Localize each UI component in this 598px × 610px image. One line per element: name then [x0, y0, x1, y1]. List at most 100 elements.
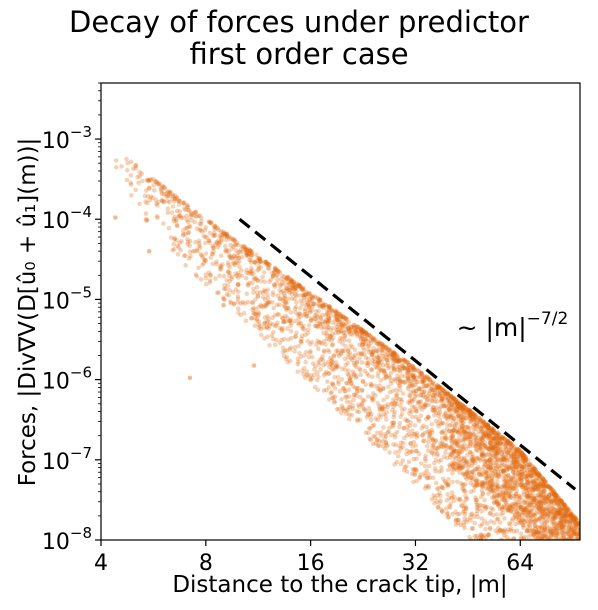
scatter-point	[342, 315, 348, 321]
scatter-point	[125, 167, 130, 173]
scatter-point	[515, 454, 520, 459]
scatter-point	[463, 489, 468, 494]
scatter-point	[511, 452, 517, 458]
scatter-point	[289, 296, 295, 301]
scatter-point	[484, 470, 489, 475]
scatter-point	[535, 482, 541, 488]
scatter-point	[550, 488, 556, 493]
scatter-point	[324, 388, 329, 393]
scatter-point	[500, 457, 506, 463]
scatter-point	[314, 319, 320, 324]
scatter-point	[461, 417, 466, 423]
scatter-point	[194, 247, 200, 252]
scatter-point	[552, 523, 557, 528]
scatter-point	[468, 409, 474, 415]
scatter-point	[469, 432, 474, 438]
scatter-point	[175, 251, 181, 257]
scatter-point	[182, 206, 187, 211]
scatter-point	[483, 485, 489, 491]
scatter-point	[563, 512, 569, 517]
scatter-point	[460, 437, 466, 443]
scatter-point	[469, 410, 474, 415]
scatter-point	[375, 355, 381, 361]
scatter-point	[287, 346, 293, 352]
scatter-point	[238, 312, 243, 318]
scatter-point	[483, 445, 489, 451]
scatter-point	[492, 494, 497, 499]
scatter-point	[539, 525, 545, 530]
scatter-point	[430, 475, 436, 481]
scatter-point	[463, 504, 468, 509]
scatter-point	[510, 455, 516, 460]
scatter-point	[532, 470, 537, 476]
scatter-point	[409, 428, 415, 434]
scatter-point	[511, 536, 517, 540]
scatter-point	[525, 514, 530, 519]
scatter-point	[128, 180, 133, 185]
scatter-point	[529, 508, 534, 514]
scatter-point	[478, 494, 484, 500]
scatter-point	[223, 248, 228, 253]
scatter-point	[438, 421, 443, 427]
scatter-point	[541, 492, 547, 498]
scatter-point	[548, 532, 554, 538]
scatter-point	[478, 417, 483, 422]
scatter-point	[517, 495, 522, 501]
scatter-point	[414, 392, 419, 398]
scatter-point	[536, 484, 541, 489]
scatter-point	[399, 373, 405, 379]
scatter-point	[518, 505, 524, 510]
scatter-point	[383, 345, 389, 351]
scatter-point	[578, 574, 583, 579]
scatter-point	[334, 314, 340, 319]
scatter-point	[133, 163, 139, 168]
scatter-point	[504, 451, 510, 456]
scatter-point	[427, 435, 432, 441]
scatter-point	[490, 445, 496, 451]
scatter-point	[272, 270, 277, 275]
scatter-point	[184, 213, 189, 219]
scatter-point	[322, 303, 328, 308]
scatter-point	[448, 444, 454, 450]
scatter-point	[554, 529, 559, 534]
scatter-point	[552, 492, 557, 498]
scatter-point	[421, 438, 426, 444]
scatter-point	[289, 291, 295, 297]
scatter-point	[562, 510, 568, 516]
scatter-point	[488, 526, 493, 532]
scatter-point	[450, 412, 455, 418]
scatter-point	[467, 408, 473, 414]
scatter-point	[494, 446, 500, 452]
scatter-point	[366, 425, 372, 431]
scatter-point	[262, 315, 268, 320]
scatter-point	[348, 332, 353, 337]
scatter-point	[193, 272, 199, 277]
scatter-point	[285, 360, 291, 365]
scatter-point	[488, 478, 494, 484]
scatter-point	[483, 470, 489, 476]
scatter-point	[568, 515, 574, 520]
scatter-point	[361, 345, 366, 350]
scatter-point	[567, 568, 572, 573]
scatter-point	[526, 534, 531, 539]
scatter-point	[431, 394, 436, 399]
scatter-point	[261, 270, 267, 275]
scatter-point	[195, 248, 200, 254]
scatter-point	[563, 529, 568, 534]
scatter-point	[519, 479, 524, 485]
scatter-point	[561, 520, 566, 525]
scatter-point	[231, 254, 237, 259]
scatter-point	[335, 311, 340, 316]
scatter-point	[516, 451, 522, 457]
scatter-point	[216, 290, 221, 295]
scatter-point	[488, 465, 494, 470]
scatter-point	[570, 574, 575, 579]
scatter-point	[565, 514, 570, 520]
scatter-point	[137, 173, 142, 179]
scatter-point	[493, 447, 498, 453]
scatter-point	[200, 262, 205, 268]
scatter-point	[249, 316, 254, 321]
scatter-point	[521, 453, 527, 459]
scatter-point	[559, 530, 565, 536]
scatter-point	[453, 509, 458, 515]
